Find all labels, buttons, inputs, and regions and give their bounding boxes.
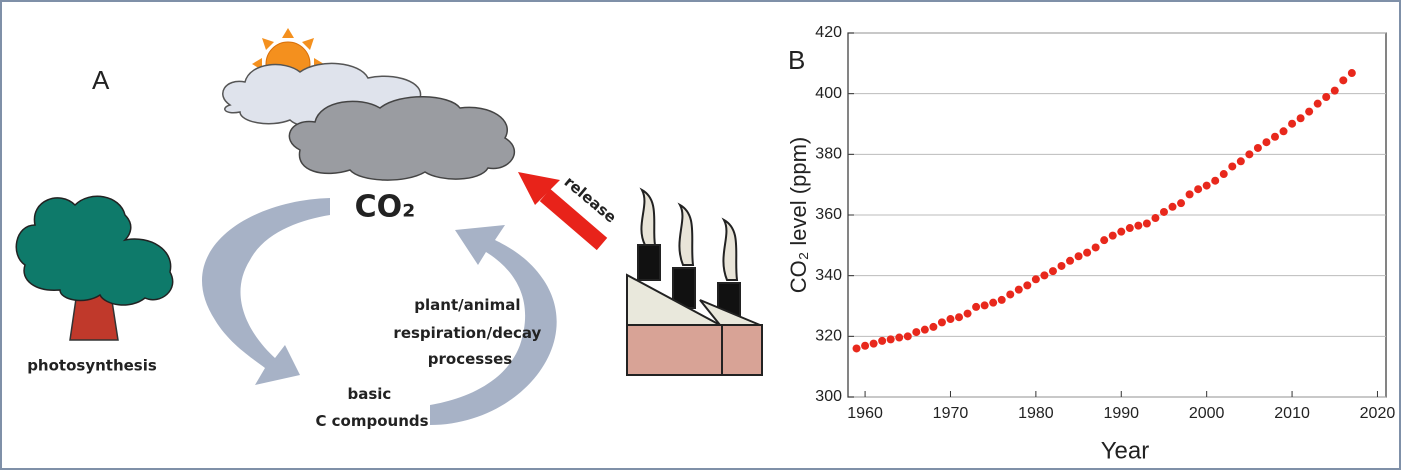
dark-cloud <box>289 97 514 180</box>
data-point <box>1297 114 1305 122</box>
label-line: processes <box>428 350 513 368</box>
x-tick-label: 2010 <box>1274 405 1310 422</box>
data-point <box>1220 170 1228 178</box>
data-point <box>1237 157 1245 165</box>
data-point <box>861 342 869 350</box>
data-point <box>921 326 929 334</box>
y-tick-label: 360 <box>815 206 842 223</box>
data-point <box>1203 182 1211 190</box>
data-point <box>1151 214 1159 222</box>
data-point <box>946 315 954 323</box>
data-point <box>1305 108 1313 116</box>
data-point <box>1015 286 1023 294</box>
x-tick-label: 2020 <box>1360 405 1396 422</box>
data-point <box>972 303 980 311</box>
data-point <box>870 340 878 348</box>
data-point <box>1169 203 1177 211</box>
data-point <box>1083 249 1091 257</box>
data-point <box>895 334 903 342</box>
panel-label: A <box>92 65 110 95</box>
data-point <box>853 344 861 352</box>
data-point <box>1134 222 1142 230</box>
x-tick-label: 1990 <box>1103 405 1139 422</box>
data-point <box>1049 267 1057 275</box>
data-point <box>998 296 1006 304</box>
data-point <box>1117 228 1125 236</box>
data-point <box>929 323 937 331</box>
y-axis-title: CO₂ level (ppm) <box>786 137 811 293</box>
data-point <box>1262 138 1270 146</box>
x-tick-label: 2000 <box>1189 405 1225 422</box>
page: A CO₂ release photosynthesis plant/anima… <box>0 0 1401 470</box>
data-point <box>1186 190 1194 198</box>
data-point <box>1331 87 1339 95</box>
data-point <box>887 335 895 343</box>
figure-border <box>1 1 1400 469</box>
data-point <box>1066 257 1074 265</box>
data-point <box>938 318 946 326</box>
data-point <box>1177 199 1185 207</box>
data-point <box>964 310 972 318</box>
data-point <box>1271 133 1279 141</box>
x-axis-title: Year <box>1101 437 1150 464</box>
x-tick-label: 1960 <box>847 405 883 422</box>
label-line: basic <box>347 385 391 403</box>
panel-label: B <box>788 45 805 75</box>
data-point <box>878 337 886 345</box>
data-point <box>1314 100 1322 108</box>
data-point <box>1143 219 1151 227</box>
data-point <box>1280 127 1288 135</box>
data-point <box>1040 271 1048 279</box>
y-tick-label: 340 <box>815 267 842 284</box>
data-point <box>1109 232 1117 240</box>
label-line: plant/animal <box>414 296 520 314</box>
data-point <box>904 332 912 340</box>
label-line: C compounds <box>315 412 428 430</box>
data-point <box>1254 144 1262 152</box>
data-point <box>989 299 997 307</box>
data-point <box>1092 243 1100 251</box>
data-point <box>1228 162 1236 170</box>
y-tick-label: 420 <box>815 24 842 41</box>
label-line: respiration/decay <box>393 324 541 342</box>
data-point <box>1057 262 1065 270</box>
data-point <box>1245 150 1253 158</box>
data-point <box>1348 69 1356 77</box>
data-point <box>1339 76 1347 84</box>
co2-label: CO₂ <box>355 190 416 225</box>
data-point <box>1006 290 1014 298</box>
y-tick-label: 400 <box>815 85 842 102</box>
data-point <box>1126 224 1134 232</box>
data-point <box>1194 185 1202 193</box>
photosynthesis-label: photosynthesis <box>27 357 157 375</box>
data-point <box>955 313 963 321</box>
data-point <box>1023 281 1031 289</box>
data-point <box>1322 93 1330 101</box>
data-point <box>1160 208 1168 216</box>
data-point <box>1211 177 1219 185</box>
data-point <box>981 301 989 309</box>
y-tick-label: 380 <box>815 146 842 163</box>
data-point <box>912 328 920 336</box>
y-tick-label: 300 <box>815 388 842 405</box>
data-point <box>1288 120 1296 128</box>
y-tick-label: 320 <box>815 328 842 345</box>
x-tick-label: 1980 <box>1018 405 1054 422</box>
data-point <box>1075 252 1083 260</box>
x-tick-label: 1970 <box>933 405 969 422</box>
figure: A CO₂ release photosynthesis plant/anima… <box>0 0 1401 470</box>
data-point <box>1032 275 1040 283</box>
data-point <box>1100 236 1108 244</box>
